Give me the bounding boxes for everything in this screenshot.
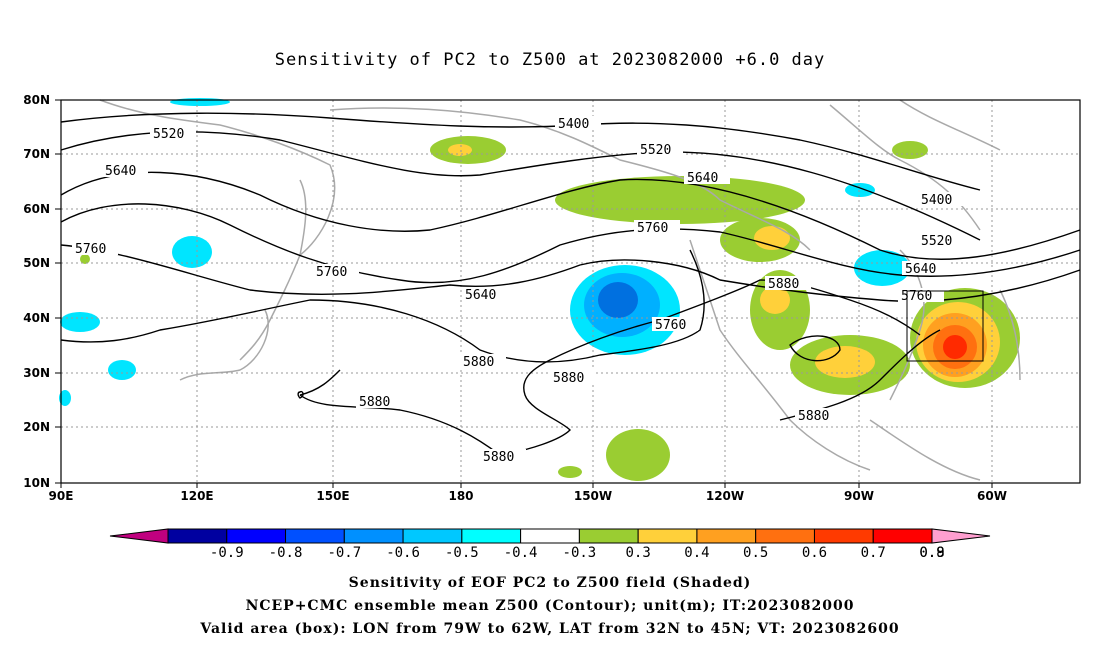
lat-label-80n: 80N [23, 93, 50, 107]
lat-label-20n: 20N [23, 420, 50, 434]
gridlines [61, 100, 1080, 483]
contour-label-5400-b: 5400 [921, 193, 952, 208]
lat-label-10n: 10N [23, 476, 50, 490]
contour-label-5880-e: 5880 [483, 450, 514, 465]
contour-label-5640: 5640 [105, 164, 136, 179]
contour-label-5880-c: 5880 [768, 277, 799, 292]
colorbar-segment [402, 528, 463, 544]
colorbar-segment [578, 528, 639, 544]
colorbar-label: 0.5 [743, 545, 768, 561]
colorbar-label: -0.7 [327, 545, 361, 561]
colorbar-left-arrow [109, 528, 169, 544]
colorbar-right-arrow [931, 528, 991, 544]
colorbar-label: 0.7 [861, 545, 886, 561]
colorbar-segment [343, 528, 404, 544]
contour-label-5880: 5880 [463, 355, 494, 370]
lon-label-60w: 60W [977, 489, 1007, 503]
negative-anomaly-core [598, 282, 638, 318]
valid-area-box [906, 290, 984, 362]
contour-label-5760-d: 5760 [655, 318, 686, 333]
contour-label-5640-b: 5640 [687, 171, 718, 186]
contour-label-5880-f: 5880 [798, 409, 829, 424]
colorbar: -0.9 -0.8 -0.7 -0.6 -0.5 -0.4 -0.3 0.3 0.4 0.5 0.6… [109, 528, 991, 561]
map-title: Sensitivity of PC2 to Z500 at 2023082000… [274, 50, 826, 70]
colorbar-segment [813, 528, 874, 544]
tick-marks [55, 99, 993, 488]
lon-label-150w: 150W [574, 489, 612, 503]
colorbar-label: 0.4 [684, 545, 709, 561]
colorbar-label: 0.9 [919, 545, 944, 561]
colorbar-segment [755, 528, 815, 544]
z500-contours [60, 112, 1081, 456]
colorbar-label: -0.9 [210, 545, 244, 561]
colorbar-segment [226, 528, 287, 544]
contour-label-5760: 5760 [75, 242, 106, 257]
caption-line-2: NCEP+CMC ensemble mean Z500 (Contour); u… [245, 598, 855, 614]
contour-label-5880-d: 5880 [359, 395, 390, 410]
lat-label-70n: 70N [23, 147, 50, 161]
lon-label-150e: 150E [316, 489, 349, 503]
caption-line-1: Sensitivity of EOF PC2 to Z500 field (Sh… [348, 575, 752, 591]
lon-label-180: 180 [448, 489, 473, 503]
lat-label-60n: 60N [23, 202, 50, 216]
contour-label-5880-b: 5880 [553, 371, 584, 386]
contour-label-5400: 5400 [558, 117, 589, 132]
colorbar-segment [461, 528, 522, 544]
colorbar-segment [167, 528, 228, 544]
colorbar-label: 0.6 [802, 545, 827, 561]
lon-label-120w: 120W [706, 489, 744, 503]
contour-label-5760-c: 5760 [637, 221, 668, 236]
colorbar-segment [696, 528, 757, 544]
contour-label-5640-c: 5640 [465, 288, 496, 303]
colorbar-label: -0.4 [504, 545, 538, 561]
colorbar-segment [872, 528, 933, 544]
lon-label-90e: 90E [49, 489, 74, 503]
lat-label-40n: 40N [23, 311, 50, 325]
map-frame [60, 99, 1081, 484]
contour-label-5520-c: 5520 [921, 234, 952, 249]
colorbar-segment [520, 528, 580, 544]
lat-label-50n: 50N [23, 256, 50, 270]
colorbar-segment [285, 528, 345, 544]
contour-label-5640-d: 5640 [905, 262, 936, 277]
colorbar-label: -0.6 [386, 545, 420, 561]
colorbar-label: -0.8 [269, 545, 303, 561]
colorbar-label: -0.5 [445, 545, 479, 561]
lon-label-120e: 120E [180, 489, 213, 503]
lon-label-90w: 90W [844, 489, 874, 503]
contour-label-5520-b: 5520 [640, 143, 671, 158]
contour-label-5760-e: 5760 [901, 289, 932, 304]
lat-label-30n: 30N [23, 366, 50, 380]
colorbar-label: 0.8 [919, 545, 944, 561]
colorbar-label: 0.3 [626, 545, 651, 561]
coastlines [99, 99, 1021, 481]
colorbar-segment [637, 528, 698, 544]
caption-line-3: Valid area (box): LON from 79W to 62W, L… [200, 621, 900, 637]
colorbar-label: -0.3 [563, 545, 597, 561]
contour-label-5520: 5520 [153, 127, 184, 142]
contour-label-5760-b: 5760 [316, 265, 347, 280]
